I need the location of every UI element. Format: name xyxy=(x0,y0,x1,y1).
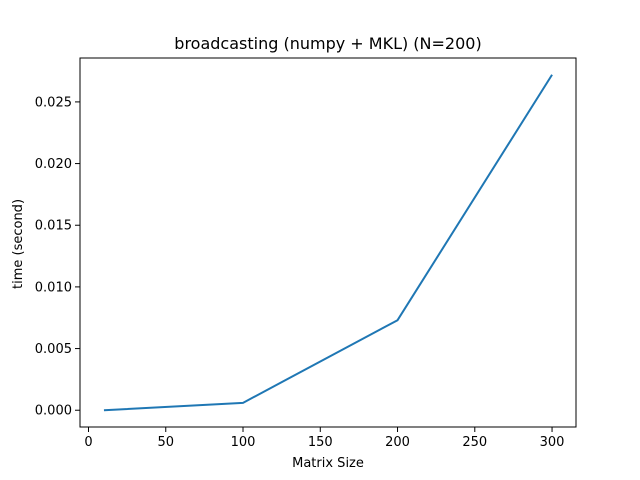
y-tick-label: 0.015 xyxy=(35,219,72,234)
x-tick-label: 300 xyxy=(540,435,565,450)
x-tick-label: 100 xyxy=(231,435,256,450)
data-series-line-1 xyxy=(103,74,553,412)
x-tick-label: 50 xyxy=(157,435,174,450)
chart-title: broadcasting (numpy + MKL) (N=200) xyxy=(174,34,481,53)
y-axis-label: time (second) xyxy=(11,199,26,289)
x-tick-label: 200 xyxy=(385,435,410,450)
plot-area: 0 50 100 150 200 250 300 0.000 0.005 0.010 0.015 0.… xyxy=(35,57,577,450)
x-tick-label: 0 xyxy=(84,435,92,450)
y-tick-label: 0.010 xyxy=(35,280,72,295)
y-tick-label: 0.020 xyxy=(35,157,72,172)
x-axis-label: Matrix Size xyxy=(292,456,364,471)
y-tick-label: 0.000 xyxy=(35,404,72,419)
x-tick-label: 250 xyxy=(462,435,487,450)
x-tick-label: 150 xyxy=(308,435,333,450)
y-tick-label: 0.025 xyxy=(35,95,72,110)
y-tick-label: 0.005 xyxy=(35,342,72,357)
axes-frame xyxy=(79,57,577,428)
